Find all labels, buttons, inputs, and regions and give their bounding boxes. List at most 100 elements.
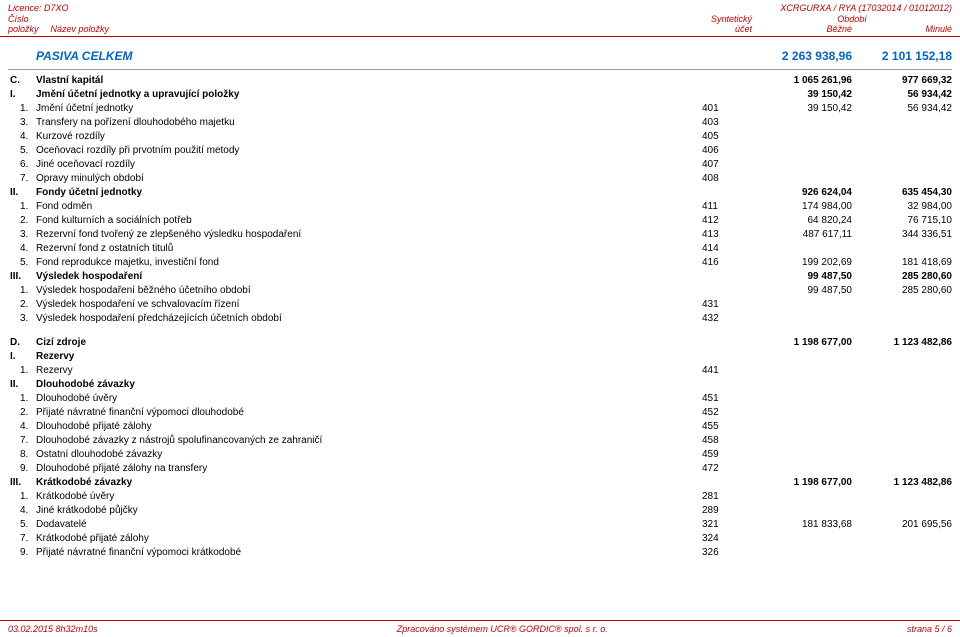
row-amount-prior: 56 934,42 [852,102,952,116]
row-amount-current: 99 487,50 [752,284,852,298]
row-number: 5. [8,256,36,270]
row-account: 405 [662,130,752,144]
footer: 03.02.2015 8h32m10s Zpracováno systémem … [0,620,960,637]
row-name: Dlouhodobé úvěry [36,392,662,406]
row-number: I. [8,350,36,364]
col-ucet: účet [662,24,752,34]
row-amount-prior [852,298,952,312]
table-row: 9.Dlouhodobé přijaté zálohy na transfery… [8,462,952,476]
row-amount-current [752,298,852,312]
row-amount-prior [852,420,952,434]
report-code: XCRGURXA / RYA (17032014 / 01012012) [780,3,952,13]
row-amount-current [752,312,852,326]
row-number: 3. [8,312,36,326]
row-amount-prior [852,392,952,406]
row-name: Výsledek hospodaření běžného účetního ob… [36,284,662,298]
row-amount-prior [852,532,952,546]
row-number: 2. [8,298,36,312]
row-number: 5. [8,144,36,158]
table-row: II.Dlouhodobé závazky [8,378,952,392]
row-amount-current: 181 833,68 [752,518,852,532]
table-row: 6.Jiné oceňovací rozdíly407 [8,158,952,172]
table-row: 2.Výsledek hospodaření ve schvalovacím ř… [8,298,952,312]
row-number: C. [8,74,36,88]
row-amount-current [752,420,852,434]
row-name: Rezervy [36,364,662,378]
row-account [662,476,752,490]
row-amount-current: 174 984,00 [752,200,852,214]
row-name: Výsledek hospodaření předcházejících úče… [36,312,662,326]
row-amount-current [752,144,852,158]
row-amount-prior [852,242,952,256]
row-amount-prior [852,378,952,392]
col-cislo: Číslo [8,14,29,24]
row-amount-prior [852,434,952,448]
table-row: 1.Dlouhodobé úvěry451 [8,392,952,406]
row-amount-prior [852,546,952,560]
table-row: 4.Kurzové rozdíly405 [8,130,952,144]
row-number: 3. [8,116,36,130]
row-number: 4. [8,242,36,256]
row-account: 459 [662,448,752,462]
column-header-2: položky Název položky účet Běžné Minulé [0,24,960,37]
footer-system: Zpracováno systémem UCR® GORDIC® spol. s… [397,624,608,634]
row-name: Oceňovací rozdíly při prvotním použití m… [36,144,662,158]
row-account: 413 [662,228,752,242]
table-row: 3.Rezervní fond tvořený ze zlepšeného vý… [8,228,952,242]
row-name: Krátkodobé úvěry [36,490,662,504]
row-account [662,186,752,200]
row-amount-prior [852,130,952,144]
row-number: 4. [8,420,36,434]
title-amt2: 2 101 152,18 [852,49,952,63]
row-number: 5. [8,518,36,532]
row-account: 416 [662,256,752,270]
row-number: D. [8,336,36,350]
row-amount-current [752,242,852,256]
row-amount-current [752,546,852,560]
row-name: Vlastní kapitál [36,74,662,88]
row-account [662,88,752,102]
row-name: Jmění účetní jednotky a upravující polož… [36,88,662,102]
row-amount-current: 64 820,24 [752,214,852,228]
row-account [662,74,752,88]
row-name: Opravy minulých období [36,172,662,186]
row-number: 7. [8,172,36,186]
table-row: III.Výsledek hospodaření99 487,50285 280… [8,270,952,284]
table-row: I.Rezervy [8,350,952,364]
row-amount-current: 1 198 677,00 [752,476,852,490]
row-account: 326 [662,546,752,560]
row-account: 458 [662,434,752,448]
row-account: 432 [662,312,752,326]
row-amount-prior [852,158,952,172]
row-amount-prior: 344 336,51 [852,228,952,242]
row-name: Rezervní fond z ostatních titulů [36,242,662,256]
row-amount-prior: 56 934,42 [852,88,952,102]
table-row: III.Krátkodobé závazky1 198 677,001 123 … [8,476,952,490]
row-amount-current [752,364,852,378]
row-amount-prior [852,504,952,518]
table-row: 9.Přijaté návratné finanční výpomoci krá… [8,546,952,560]
column-header-1: Číslo Syntetický Období [0,14,960,24]
row-account [662,270,752,284]
row-name: Přijaté návratné finanční výpomoci krátk… [36,546,662,560]
row-number: 1. [8,364,36,378]
col-nazev: Název položky [51,24,110,34]
footer-page: strana 5 / 6 [907,624,952,634]
row-amount-prior: 285 280,60 [852,284,952,298]
row-name: Dodavatelé [36,518,662,532]
row-number: II. [8,378,36,392]
row-amount-prior: 977 669,32 [852,74,952,88]
table-row: C.Vlastní kapitál1 065 261,96977 669,32 [8,74,952,88]
footer-timestamp: 03.02.2015 8h32m10s [8,624,98,634]
row-account: 414 [662,242,752,256]
col-bezne: Běžné [752,24,852,34]
table-row: I.Jmění účetní jednotky a upravující pol… [8,88,952,102]
row-amount-current: 39 150,42 [752,88,852,102]
row-name: Přijaté návratné finanční výpomoci dlouh… [36,406,662,420]
row-name: Rezervní fond tvořený ze zlepšeného výsl… [36,228,662,242]
row-amount-prior [852,364,952,378]
row-amount-current [752,448,852,462]
row-amount-current [752,130,852,144]
row-amount-prior: 285 280,60 [852,270,952,284]
table-row: 5.Fond reprodukce majetku, investiční fo… [8,256,952,270]
